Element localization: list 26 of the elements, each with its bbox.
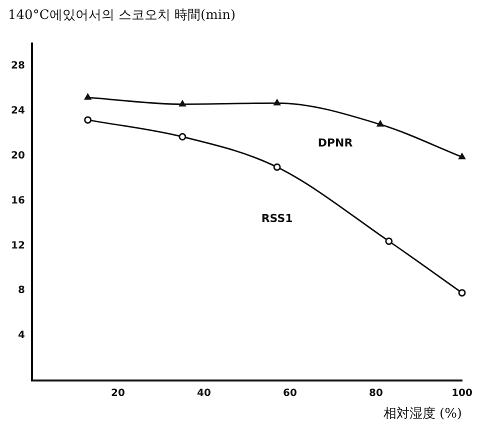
point <box>84 94 92 100</box>
point <box>458 289 466 297</box>
point <box>179 100 186 106</box>
x-tick-label: 60 <box>283 388 297 399</box>
point <box>273 163 281 171</box>
y-tick-label: 20 <box>10 150 25 162</box>
x-tick-label: 100 <box>452 388 472 399</box>
point <box>84 116 92 124</box>
point <box>178 133 186 141</box>
x-tick-label: 80 <box>369 388 383 399</box>
y-tick-label: 16 <box>10 195 25 206</box>
point <box>376 120 384 127</box>
chart-title: 140°C에있어서의 스코오치 時間(min) <box>8 8 236 24</box>
x-tick-label: 40 <box>196 388 211 399</box>
y-tick-label: 28 <box>10 60 25 72</box>
text: RSS1 <box>261 212 293 226</box>
point <box>458 153 466 160</box>
y-tick-label: 4 <box>18 330 25 342</box>
y-tick-label: 12 <box>10 240 25 252</box>
point <box>274 99 280 106</box>
point <box>385 237 393 245</box>
y-tick-label: 8 <box>18 285 25 296</box>
x-axis-title: 相対湿度 (%) <box>383 406 462 422</box>
x-tick-label: 20 <box>110 388 125 399</box>
y-tick-label: 24 <box>10 106 25 117</box>
series-label: DPNR <box>318 136 354 150</box>
